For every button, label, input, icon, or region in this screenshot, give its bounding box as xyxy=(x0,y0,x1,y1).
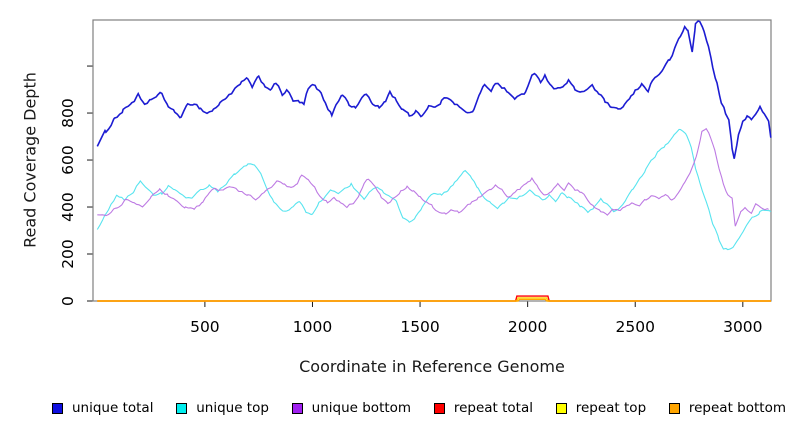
legend-label: repeat top xyxy=(575,400,647,416)
y-axis-title: Read Coverage Depth xyxy=(20,72,40,248)
legend-label: unique bottom xyxy=(311,400,412,416)
legend-item-repeat-top: repeat top xyxy=(555,400,647,416)
svg-text:2000: 2000 xyxy=(508,318,547,336)
unique-top-swatch-icon xyxy=(176,402,188,414)
svg-text:1500: 1500 xyxy=(400,318,439,336)
legend-label: repeat total xyxy=(453,400,533,416)
svg-text:200: 200 xyxy=(59,239,77,269)
svg-text:0: 0 xyxy=(59,296,77,306)
legend-label: unique total xyxy=(72,400,154,416)
repeat-top-swatch-icon xyxy=(555,402,567,414)
unique-bottom-swatch-icon xyxy=(291,402,303,414)
x-axis-title: Coordinate in Reference Genome xyxy=(299,357,565,376)
svg-text:3000: 3000 xyxy=(723,318,762,336)
svg-text:2500: 2500 xyxy=(616,318,655,336)
svg-text:400: 400 xyxy=(59,192,77,222)
legend-label: repeat bottom xyxy=(688,400,786,416)
repeat-bottom-swatch-icon xyxy=(668,402,680,414)
repeat-total-swatch-icon xyxy=(433,402,445,414)
legend-label: unique top xyxy=(196,400,269,416)
legend-item-unique-total: unique total xyxy=(52,400,153,416)
legend: unique total unique top unique bottom re… xyxy=(52,397,786,419)
svg-text:800: 800 xyxy=(59,98,77,128)
svg-text:1000: 1000 xyxy=(293,318,332,336)
legend-item-repeat-total: repeat total xyxy=(433,400,533,416)
legend-item-unique-bottom: unique bottom xyxy=(291,400,412,416)
svg-text:600: 600 xyxy=(59,145,77,175)
unique-total-swatch-icon xyxy=(52,402,63,414)
legend-item-unique-top: unique top xyxy=(176,400,269,416)
svg-text:500: 500 xyxy=(190,318,220,336)
legend-item-repeat-bottom: repeat bottom xyxy=(668,400,786,416)
